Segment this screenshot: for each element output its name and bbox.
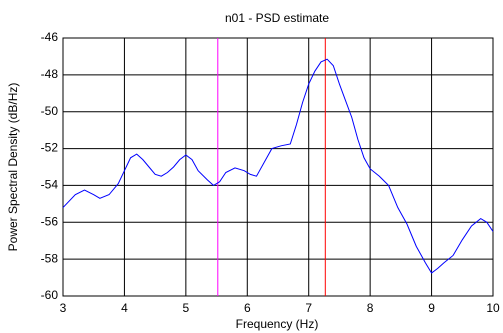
x-tick-label: 9: [428, 301, 435, 315]
y-tick-label: -56: [41, 214, 59, 228]
x-tick-label: 5: [183, 301, 190, 315]
x-axis-label: Frequency (Hz): [236, 317, 319, 331]
chart-title: n01 - PSD estimate: [225, 11, 329, 25]
x-tick-label: 4: [121, 301, 128, 315]
x-tick-label: 3: [60, 301, 67, 315]
y-axis-label: Power Spectral Density (dB/Hz): [6, 83, 20, 252]
y-tick-label: -54: [41, 178, 59, 192]
data-line: [62, 58, 494, 274]
y-tick-label: -60: [41, 288, 59, 302]
plot-frame: [62, 37, 494, 297]
y-tick-label: -58: [41, 251, 59, 265]
x-tick-label: 10: [486, 301, 500, 315]
x-tick-label: 6: [244, 301, 251, 315]
y-tick-label: -50: [41, 104, 59, 118]
y-tick-label: -52: [41, 141, 59, 155]
y-tick-label: -48: [41, 67, 59, 81]
x-tick-label: 7: [305, 301, 312, 315]
y-tick-label: -46: [41, 30, 59, 44]
x-tick-label: 8: [367, 301, 374, 315]
